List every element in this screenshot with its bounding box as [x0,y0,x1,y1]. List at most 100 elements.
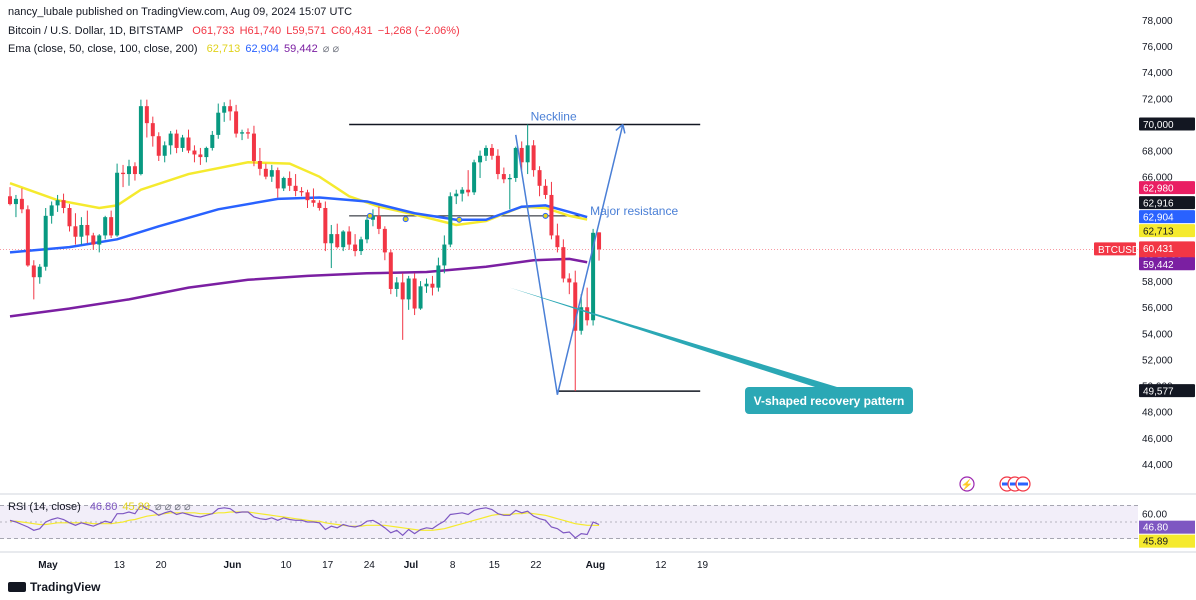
candle-body [406,278,411,300]
price-label-black: 62,916 [1139,196,1195,210]
candle [293,174,298,197]
candle [287,171,292,192]
candle [240,129,245,141]
candle [121,164,126,188]
candle [269,164,274,182]
candle [204,146,209,163]
candle-body [400,282,405,300]
candle-body [442,244,447,266]
x-tick-label: 20 [155,560,167,571]
ohlc-line: Bitcoin / U.S. Dollar, 1D, BITSTAMP O61,… [8,25,466,37]
rsi-legend[interactable]: RSI (14, close) 46.80 45.89 ⌀ ⌀ ⌀ ⌀ [8,500,197,513]
x-tick-label: 15 [489,560,501,571]
candle [91,232,96,250]
rsi-value: 46.80 [89,501,118,513]
price-label-blue: 62,904 [1139,210,1195,224]
rsi-settings-icons[interactable]: ⌀ ⌀ ⌀ ⌀ [155,501,191,513]
price-label-black: 49,577 [1139,384,1195,398]
candle-body [478,155,483,163]
candle [37,264,42,284]
candle-body [132,166,137,175]
candle [341,230,346,252]
ohlc-open: O61,733 [192,25,235,37]
ohlc-low: L59,571 [286,25,326,37]
candle [567,273,572,295]
candle-body [85,224,90,236]
candle [454,189,459,205]
rsi-line [9,504,600,539]
candle [85,210,90,244]
price-label-text: 59,442 [1143,260,1174,271]
candle [460,187,465,202]
x-tick-label: Jul [404,560,419,571]
candle [67,204,72,232]
candle [388,249,393,295]
x-tick-label: 13 [114,560,126,571]
candle-body [222,106,227,113]
symbol-title[interactable]: Bitcoin / U.S. Dollar, 1D, BITSTAMP [8,25,184,37]
price-label-bg [1139,257,1195,271]
candle-body [472,162,477,193]
candle [436,257,441,292]
candle [311,188,316,207]
candle-body [323,208,328,244]
candle [275,167,280,198]
candle [382,226,387,261]
candle [138,99,143,176]
candle-body [49,205,54,216]
candle-body [67,208,72,227]
candle-body [180,137,185,148]
tradingview-logo[interactable]: TradingView [8,580,100,594]
candle-body [240,132,245,134]
candle [73,213,78,245]
candle-body [555,235,560,248]
candle [216,103,221,139]
x-tick-label: May [38,560,58,571]
candle [210,130,215,151]
candle-body [168,133,173,146]
candle-body [495,155,500,175]
y-tick-label: 68,000 [1142,147,1173,158]
price-label-red: BTCUSD [1094,242,1139,256]
y-tick-label: 54,000 [1142,329,1173,340]
neckline-label: Neckline [531,109,577,123]
candle-body [37,266,42,278]
tradingview-brand: TradingView [30,580,101,594]
ema-legend[interactable]: Ema (close, 50, close, 100, close, 200) … [8,42,345,55]
candle-body [579,307,584,331]
candle [43,208,48,271]
candle [263,163,268,180]
candle [537,166,542,197]
ohlc-high: H61,740 [239,25,282,37]
candle [519,141,524,171]
price-label-purple: 59,442 [1139,257,1195,271]
candle-body [388,252,393,289]
candle [234,104,239,138]
candle [543,179,548,199]
candle-body [317,202,322,208]
x-tick-label: 10 [280,560,292,571]
price-label-text: BTCUSD [1098,245,1139,256]
candle-body [305,192,310,201]
price-label-bg [1139,241,1195,255]
candle [573,270,578,392]
candle [329,224,334,269]
ema-settings-icons[interactable]: ⌀ ⌀ [322,43,340,55]
candle [162,141,167,163]
candle [370,209,375,227]
ema200-value: 59,442 [284,43,318,55]
candle-body [150,123,155,137]
candle [585,287,590,326]
rsi-ma-bg [1139,534,1195,548]
price-label-text: 60,431 [1143,244,1174,255]
candle-body [424,283,429,287]
candle-body [127,166,131,175]
candle [335,223,340,249]
y-tick-label: 56,000 [1142,303,1173,314]
candle-body [287,177,292,186]
candle [115,163,120,237]
candle [513,146,518,182]
candle [132,162,137,181]
candle-body [376,215,381,229]
